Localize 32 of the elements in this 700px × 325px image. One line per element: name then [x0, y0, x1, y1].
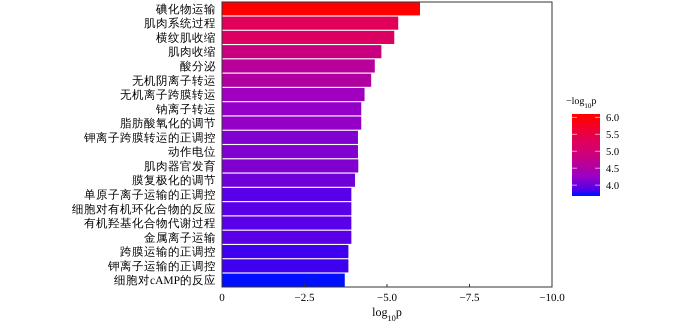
- color-bar-label: 5.0: [606, 146, 620, 158]
- color-bar-label: 4.5: [606, 164, 620, 175]
- color-bar-label: 6.0: [606, 113, 620, 124]
- y-tick-label: 膜复极化的调节: [132, 174, 216, 188]
- y-tick-label: 单原子离子运输的正调控: [84, 188, 216, 202]
- color-bar-label: 5.5: [606, 130, 620, 142]
- x-tick-label: −2.5: [294, 292, 315, 304]
- y-tick-label: 钾离子跨膜转运的正调控: [83, 130, 216, 144]
- y-tick-label: 有机羟基化合物代谢过程: [84, 217, 216, 230]
- x-tick-label: −5.0: [377, 292, 398, 304]
- y-tick-label: 酸分泌: [180, 60, 216, 73]
- y-tick-label: 肌肉器官发育: [144, 158, 216, 173]
- y-tick-label: 钾离子运输的正调控: [107, 258, 216, 273]
- y-tick-label: 动作电位: [168, 146, 216, 159]
- y-tick-label: 细胞对cAMP的反应: [114, 273, 216, 288]
- y-tick-label: 无机离子跨膜转运: [120, 88, 216, 102]
- y-tick-label: 肌肉系统过程: [144, 16, 216, 30]
- y-tick-label: 脂肪酸氧化的调节: [120, 117, 216, 130]
- x-tick-label: −7.5: [460, 292, 480, 304]
- color-bar-title: −log$_{10}$p: [566, 96, 596, 110]
- y-tick-label: 肌肉收缩: [168, 44, 216, 59]
- y-tick-label: 钠离子转运: [155, 102, 216, 116]
- y-tick-label: 金属离子运输: [144, 230, 216, 244]
- x-axis-title: log$_{10}$p: [372, 305, 402, 322]
- y-tick-label: 碘化物运输: [155, 2, 216, 16]
- y-tick-label: 横纹肌收缩: [156, 30, 216, 44]
- y-tick-label: 跨膜运输的正调控: [120, 246, 216, 259]
- color-bar-label: 4.0: [606, 180, 620, 192]
- x-tick-label: −10.0: [539, 292, 566, 304]
- x-tick-label: 0: [219, 292, 226, 304]
- y-tick-label: 无机阴离子转运: [132, 73, 216, 88]
- y-tick-label: 细胞对有机环化合物的反应: [72, 202, 216, 216]
